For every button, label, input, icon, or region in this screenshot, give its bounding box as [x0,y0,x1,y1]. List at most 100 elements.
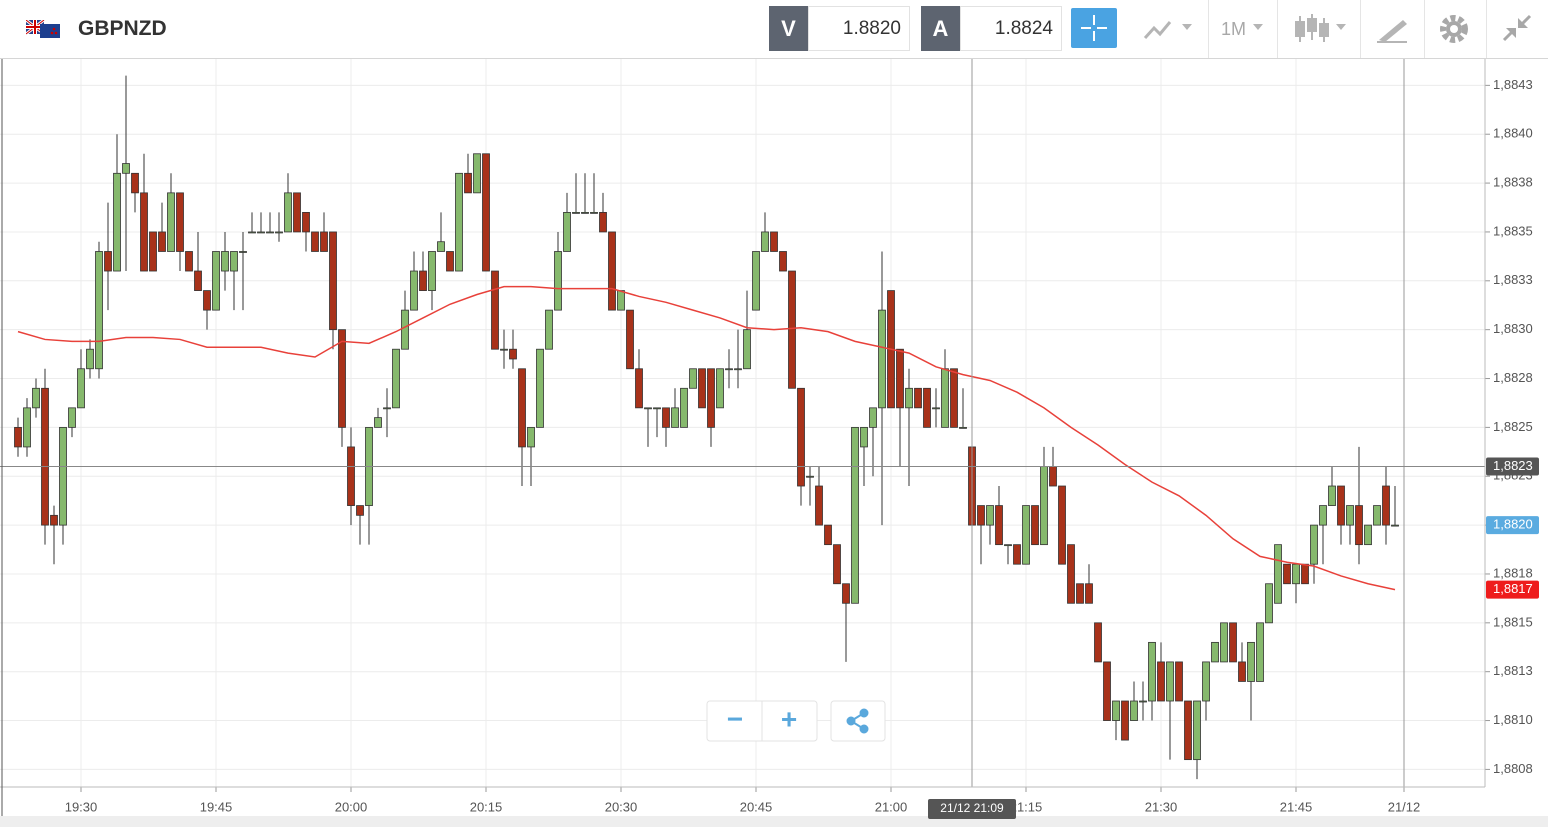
candle-body [329,231,337,331]
candle-body [617,290,625,311]
candle-body [1040,466,1048,546]
candle-body [95,251,103,370]
price-badge-label: 1,8820 [1493,517,1533,532]
y-tick-label: 1,8838 [1493,175,1533,190]
zoom-out-button[interactable]: − [727,703,743,734]
candle-body [491,270,499,350]
x-tick-label: 20:00 [335,799,368,814]
y-tick-label: 1,8818 [1493,565,1533,580]
candle-body [842,583,850,604]
candle-body [635,368,643,409]
y-tick-label: 1,8825 [1493,419,1533,434]
candle-body [1355,505,1363,546]
fullscreen-button[interactable] [1500,14,1534,44]
bid-price[interactable]: 1.8820 [808,6,910,51]
y-tick-label: 1,8810 [1493,712,1533,727]
candle-body [212,251,220,311]
candle-body [1283,563,1291,585]
candle-body [122,163,130,174]
y-tick-label: 1,8835 [1493,223,1533,238]
candle-body [1067,544,1075,604]
share-button[interactable] [830,700,886,742]
candle-body [1238,661,1246,682]
candle-body [383,407,391,410]
candle-body [905,387,913,409]
candle-body [167,192,175,252]
candle-body [833,544,841,585]
zoom-controls: − + [706,700,886,742]
price-badge [1486,516,1539,535]
candle-body [149,231,157,272]
candle-body [257,231,265,234]
chart-type-button[interactable] [1140,14,1200,44]
y-tick-label: 1,8813 [1493,663,1533,678]
candle-body [797,387,805,487]
candle-body [851,426,859,604]
x-tick-label: 21:15 [1010,799,1043,814]
x-tick-label: 21/12 [1388,799,1421,814]
y-tick-label: 1,8830 [1493,321,1533,336]
candle-body [1211,641,1219,663]
candle-body [590,211,598,214]
y-tick-label: 1,8815 [1493,614,1533,629]
candle-body [185,251,193,272]
candle-body [239,251,247,253]
ask-label[interactable]: A [921,6,960,51]
candle-body [104,251,112,272]
ask-price[interactable]: 1.8824 [960,6,1062,51]
candle-body [1049,466,1057,487]
crosshair-time-badge [928,799,1016,819]
candle-body [761,231,769,252]
crosshair-button[interactable] [1071,8,1117,48]
candle-body [1076,583,1084,604]
candle-body [221,251,229,272]
draw-button[interactable] [1375,14,1409,44]
timeframe[interactable]: 1M [1221,19,1247,39]
bottom-strip [0,816,1548,827]
candle-body [32,387,40,409]
candle-body [14,426,22,448]
bid-label[interactable]: V [769,6,808,51]
x-tick-label: 21:30 [1145,799,1178,814]
candle-body [1175,661,1183,702]
crosshair-time-label: 21/12 21:09 [940,801,1004,815]
candle-body [50,514,58,526]
candle-body [599,211,607,233]
zoom-in-button[interactable]: + [781,703,797,734]
flag [26,20,60,38]
candle-body [113,172,121,272]
candle-body [869,407,877,428]
candle-type-button[interactable] [1292,12,1352,46]
candle-body [1022,505,1030,565]
candle-body [770,231,778,252]
candle-body [86,348,94,370]
candle-body [644,407,652,410]
candle-body [518,368,526,448]
candle-body [311,231,319,252]
candle-body [626,309,634,370]
x-tick-label: 21:45 [1280,799,1313,814]
settings-button[interactable] [1438,13,1470,45]
header: GBPNZD V 1.8820 A 1.8824 1M [0,0,1548,59]
candle-body [455,172,463,272]
candle-body [374,417,382,428]
candle-body [473,153,481,194]
candle-body [572,211,580,214]
candle-body [1103,661,1111,721]
candle-body [509,348,517,360]
crosshair-price-badge [1486,457,1539,476]
candle-body [752,251,760,311]
symbol: GBPNZD [78,17,167,40]
candle-body [356,505,364,516]
candle-body [1346,505,1354,526]
candle-body [725,368,733,371]
candle-body [581,211,589,214]
candle-body [1328,485,1336,506]
divider [1208,0,1209,58]
candle-body [977,505,985,526]
candle-body [941,368,949,428]
y-tick-label: 1,8828 [1493,370,1533,385]
x-tick-label: 21:00 [875,799,908,814]
